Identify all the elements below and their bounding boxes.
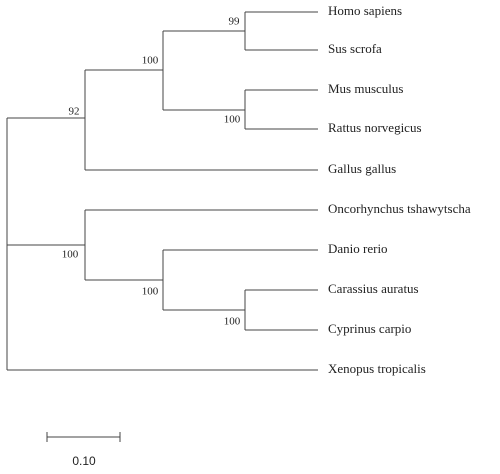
branch [85, 249, 318, 310]
branch [85, 31, 164, 110]
leaf-label: Danio rerio [328, 241, 388, 256]
leaf-label: Rattus norvegicus [328, 120, 422, 135]
leaf-label: Oncorhynchus tshawytscha [328, 201, 471, 216]
scale-bar: 0.10 [46, 432, 121, 468]
leaf-labels: Homo sapiens Sus scrofa Mus musculus Rat… [328, 3, 471, 376]
leaf-label: Xenopus tropicalis [328, 361, 426, 376]
scale-line [46, 432, 121, 442]
branch [7, 209, 318, 280]
branch [6, 118, 318, 371]
leaf-label: Carassius auratus [328, 281, 419, 296]
branch [163, 289, 318, 331]
branch [163, 89, 318, 130]
leaf-label: Mus musculus [328, 81, 403, 96]
branch [7, 70, 318, 171]
leaf-label: Sus scrofa [328, 41, 382, 56]
bootstrap-value: 100 [62, 249, 79, 261]
bootstrap-value: 100 [224, 316, 241, 328]
branches [6, 11, 318, 371]
leaf-label: Cyprinus carpio [328, 321, 411, 336]
branch [163, 11, 318, 51]
bootstrap-value: 100 [224, 114, 241, 126]
bootstrap-value: 99 [229, 16, 241, 28]
leaf-label: Homo sapiens [328, 3, 402, 18]
scale-label: 0.10 [72, 454, 96, 468]
bootstrap-value: 100 [142, 55, 159, 67]
leaf-label: Gallus gallus [328, 161, 396, 176]
bootstrap-value: 92 [69, 106, 80, 118]
bootstrap-value: 100 [142, 286, 159, 298]
bootstrap-values: 99 100 100 92 100 100 100 [62, 16, 241, 328]
